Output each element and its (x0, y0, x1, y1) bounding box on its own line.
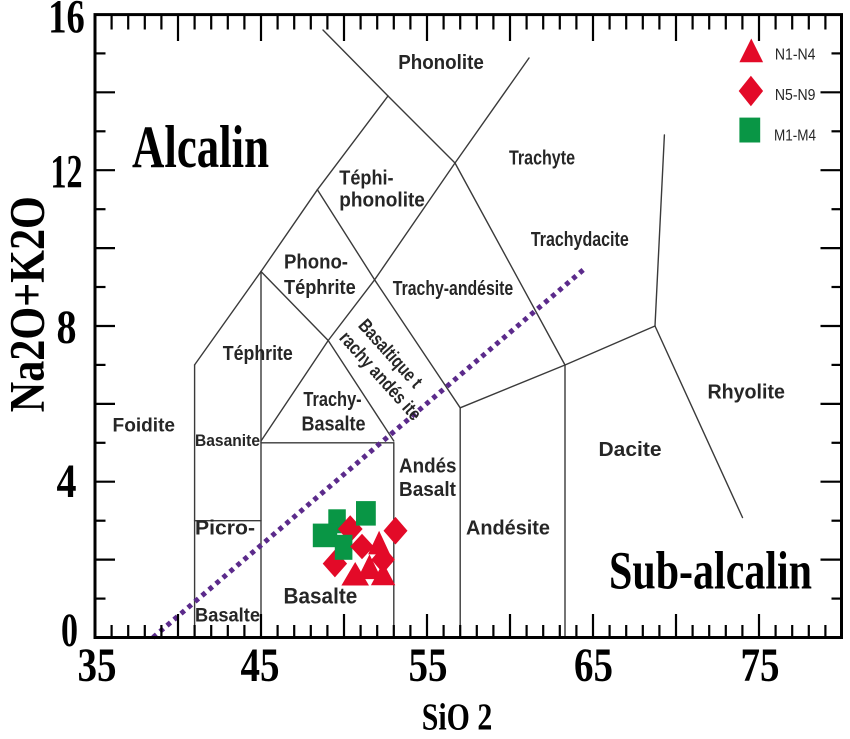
svg-text:12: 12 (51, 145, 83, 198)
svg-text:Foidite: Foidite (113, 416, 176, 437)
svg-text:SiO 2: SiO 2 (422, 697, 493, 739)
svg-text:Basalte: Basalte (195, 605, 260, 627)
svg-text:Phono-: Phono- (284, 252, 348, 274)
svg-text:Basanite: Basanite (195, 432, 260, 450)
svg-text:45: 45 (241, 639, 280, 692)
svg-text:Trachyte: Trachyte (509, 147, 575, 169)
svg-text:Téphi-: Téphi- (339, 168, 393, 190)
svg-text:Dacite: Dacite (599, 439, 662, 461)
svg-text:4: 4 (57, 455, 77, 508)
svg-text:Basalt: Basalt (399, 479, 456, 501)
svg-text:75: 75 (741, 639, 780, 692)
svg-text:55: 55 (409, 639, 448, 692)
svg-text:65: 65 (574, 639, 613, 692)
svg-text:Basalte: Basalte (301, 414, 365, 436)
svg-text:Basalte: Basalte (284, 584, 358, 609)
svg-text:Andésite: Andésite (466, 517, 550, 539)
svg-text:Trachy-: Trachy- (303, 389, 361, 411)
svg-text:Sub-alcalin: Sub-alcalin (609, 541, 812, 601)
svg-text:Téphrite: Téphrite (223, 342, 293, 365)
svg-text:phonolite: phonolite (339, 190, 425, 212)
svg-text:N1-N4: N1-N4 (775, 47, 816, 64)
svg-text:Téphrite: Téphrite (284, 277, 356, 299)
svg-text:Picro-: Picro- (195, 517, 255, 539)
svg-text:Na2O+K2O: Na2O+K2O (0, 196, 55, 412)
svg-text:0: 0 (61, 604, 78, 657)
svg-text:Trachy-andésite: Trachy-andésite (393, 278, 513, 300)
svg-text:N5-N9: N5-N9 (775, 87, 816, 104)
svg-text:Trachydacite: Trachydacite (531, 229, 629, 251)
svg-text:M1-M4: M1-M4 (774, 128, 816, 145)
svg-text:Andés: Andés (399, 456, 457, 478)
svg-text:Alcalin: Alcalin (132, 114, 269, 180)
svg-text:Rhyolite: Rhyolite (707, 381, 785, 403)
svg-text:16: 16 (48, 0, 85, 43)
svg-text:35: 35 (78, 639, 117, 692)
svg-text:Phonolite: Phonolite (398, 52, 484, 74)
svg-text:8: 8 (57, 301, 77, 354)
